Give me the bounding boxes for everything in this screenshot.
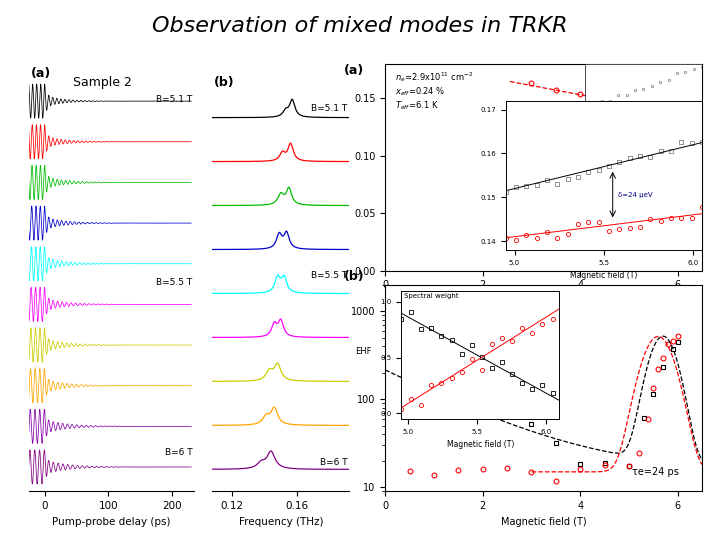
Text: B=6 T: B=6 T [165, 448, 192, 457]
X-axis label: Pump-probe delay (ps): Pump-probe delay (ps) [53, 517, 171, 526]
Text: B=5.5 T: B=5.5 T [311, 272, 348, 280]
Text: τe=24 ps: τe=24 ps [632, 467, 679, 477]
X-axis label: Magnetic field (T): Magnetic field (T) [501, 296, 586, 306]
Text: Sample 2: Sample 2 [73, 76, 132, 89]
Text: Observation of mixed modes in TRKR: Observation of mixed modes in TRKR [152, 16, 568, 36]
X-axis label: Frequency (THz): Frequency (THz) [238, 517, 323, 526]
Text: (a): (a) [344, 64, 364, 77]
Text: (a): (a) [31, 66, 51, 79]
Text: (b): (b) [214, 76, 235, 89]
Text: B=5.5 T: B=5.5 T [156, 278, 192, 287]
Text: B=5.1 T: B=5.1 T [156, 94, 192, 104]
Text: EHF: EHF [356, 347, 372, 355]
Text: $n_e$=2.9x10$^{11}$ cm$^{-2}$
$x_{eff}$=0.24 %
$T_{eff}$=6.1 K: $n_e$=2.9x10$^{11}$ cm$^{-2}$ $x_{eff}$=… [395, 70, 473, 112]
Text: (b): (b) [344, 271, 364, 284]
Text: B=6 T: B=6 T [320, 458, 348, 467]
X-axis label: Magnetic field (T): Magnetic field (T) [501, 517, 586, 526]
Text: B=5.1 T: B=5.1 T [311, 104, 348, 113]
